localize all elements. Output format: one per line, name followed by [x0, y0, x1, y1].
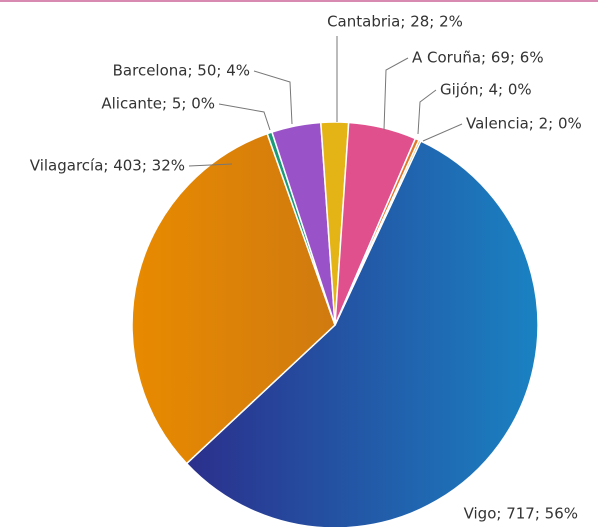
leader-line	[188, 163, 233, 167]
pie-slice	[131, 132, 336, 465]
pie-slice	[334, 139, 422, 326]
labels: Vigo; 717; 56% Vilagarcía; 403; 32% Alican…	[30, 13, 582, 523]
pie	[131, 121, 539, 527]
leader-line	[253, 70, 293, 125]
leader-line	[422, 123, 463, 142]
slice-label: Gijón; 4; 0%	[440, 81, 532, 99]
slice-label: Alicante; 5; 0%	[101, 95, 215, 113]
slice-label: Valencia; 2; 0%	[466, 115, 582, 133]
leader-line	[383, 57, 409, 131]
slice-label: Barcelona; 50; 4%	[113, 62, 250, 80]
slice-label: A Coruña; 69; 6%	[412, 49, 544, 67]
slice-label: Vilagarcía; 403; 32%	[30, 157, 185, 175]
slice-label: Cantabria; 28; 2%	[327, 13, 463, 31]
pie-slice	[185, 140, 539, 527]
slice-label: Vigo; 717; 56%	[464, 505, 578, 523]
top-border	[0, 0, 598, 2]
leader-line	[417, 89, 437, 135]
leader-line	[218, 103, 271, 131]
